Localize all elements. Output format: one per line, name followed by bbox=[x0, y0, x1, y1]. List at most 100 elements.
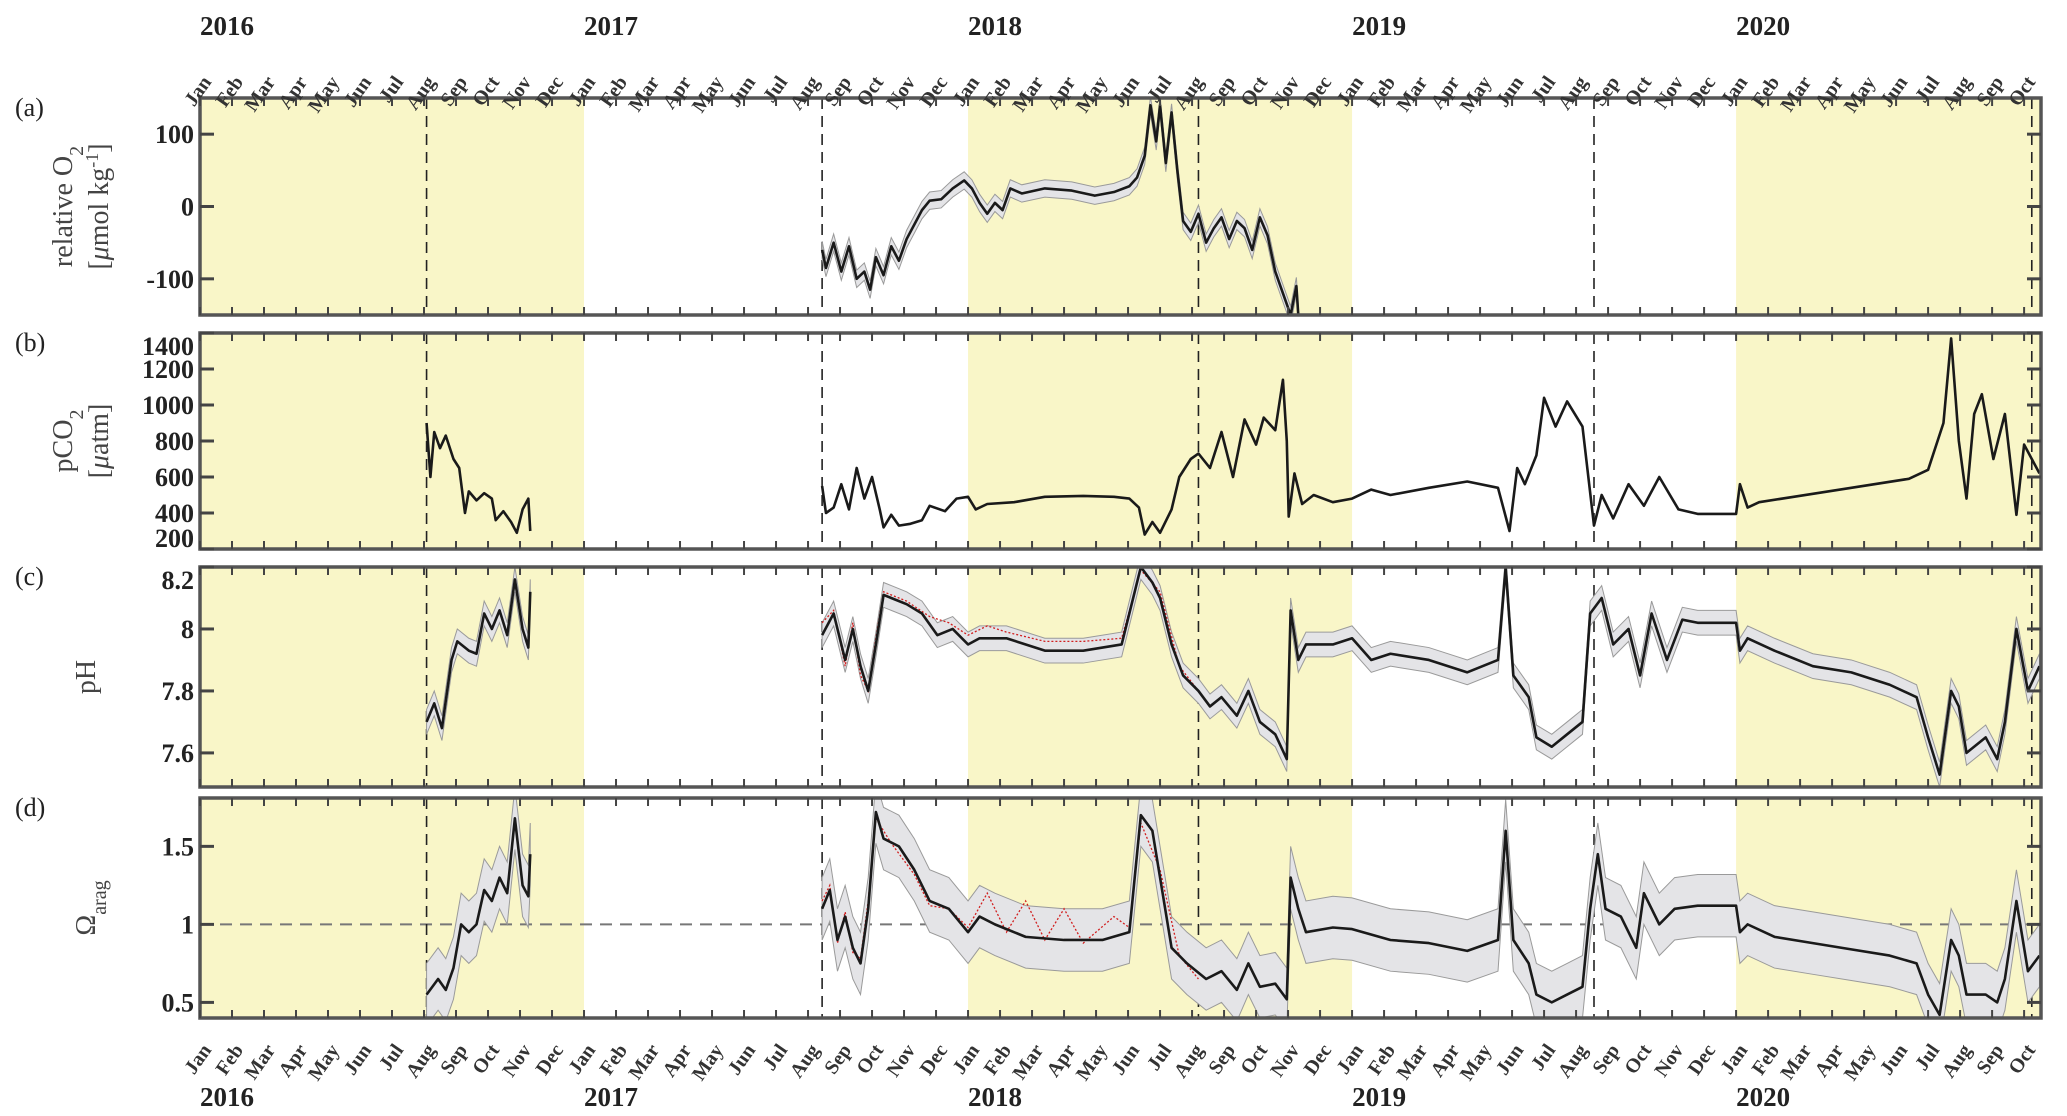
y-axis-label-part: pCO bbox=[48, 420, 79, 473]
y-tick-label: 8 bbox=[181, 615, 194, 644]
y-axis-label: relative O2 bbox=[48, 146, 88, 267]
y-tick-label: 600 bbox=[155, 463, 194, 492]
plot-area bbox=[425, 98, 2033, 315]
y-tick-label: 1 bbox=[181, 910, 194, 939]
series-line bbox=[425, 816, 532, 996]
month-label: Sep bbox=[1204, 1040, 1240, 1078]
month-label: Aug bbox=[1554, 1040, 1592, 1082]
panel-c: 7.6 7.8 8 8.2 (c) pH bbox=[15, 562, 2043, 789]
month-label: Mar bbox=[1392, 1040, 1432, 1084]
season-shade bbox=[1736, 333, 2041, 549]
month-label: Oct bbox=[852, 1040, 888, 1078]
year-label: 2020 bbox=[1736, 1082, 1790, 1112]
y-axis-label: Ωarag bbox=[71, 880, 111, 935]
y-tick-label: 7.8 bbox=[162, 677, 195, 706]
y-axis-label: pH bbox=[71, 660, 102, 694]
month-label: Nov bbox=[1650, 1040, 1688, 1081]
month-label: Aug bbox=[1170, 1040, 1208, 1082]
month-label: May bbox=[1840, 1040, 1880, 1084]
series-line bbox=[425, 578, 532, 730]
y-tick-label: 1000 bbox=[142, 391, 194, 420]
panel-label: (d) bbox=[15, 793, 45, 822]
month-label: Aug bbox=[786, 1040, 824, 1082]
x-axis-top: JanFebMarAprMayJunJulAugSepOctNovDecJanF… bbox=[180, 11, 2040, 117]
month-label: Jan bbox=[564, 1040, 600, 1078]
season-shade bbox=[200, 567, 585, 787]
series-line bbox=[820, 103, 1300, 315]
year-label: 2019 bbox=[1352, 11, 1406, 41]
month-label: Jan bbox=[948, 1040, 984, 1078]
y-tick-label: 0 bbox=[181, 193, 194, 222]
month-label: Oct bbox=[468, 1040, 504, 1078]
month-label: Aug bbox=[1938, 1040, 1976, 1082]
month-label: Mar bbox=[1777, 1040, 1817, 1084]
uncertainty-band bbox=[821, 98, 1299, 315]
month-label: May bbox=[304, 1040, 344, 1084]
y-axis-label: [μmol kg-1] bbox=[82, 143, 115, 269]
y-tick-label: 7.6 bbox=[162, 739, 195, 768]
month-label: Nov bbox=[1266, 1040, 1304, 1081]
month-label: Nov bbox=[498, 1040, 536, 1081]
y-tick-label: 800 bbox=[155, 427, 194, 456]
year-label: 2019 bbox=[1352, 1082, 1406, 1112]
y-axis-label-part: -1 bbox=[82, 153, 102, 168]
y-tick-label: 1400 bbox=[142, 332, 194, 361]
month-label: Jun bbox=[1876, 1040, 1913, 1079]
y-axis-label-part: [ bbox=[84, 469, 115, 478]
uncertainty-band bbox=[426, 798, 531, 1018]
month-label: Mar bbox=[624, 1040, 664, 1084]
month-label: Sep bbox=[820, 1040, 856, 1078]
year-label: 2018 bbox=[968, 1082, 1022, 1112]
y-tick-label: 100 bbox=[155, 120, 194, 149]
month-label: Mar bbox=[240, 1040, 280, 1084]
month-label: Jan bbox=[1332, 1040, 1368, 1078]
plot-area bbox=[200, 798, 2041, 1018]
y-tick-label: 400 bbox=[155, 499, 194, 528]
season-shade bbox=[1736, 98, 2041, 315]
season-shade bbox=[200, 98, 585, 315]
y-tick-label: 1.5 bbox=[162, 832, 195, 861]
month-label: Sep bbox=[436, 1040, 472, 1078]
series-line bbox=[820, 337, 2041, 536]
month-label: Oct bbox=[2004, 1040, 2040, 1078]
month-label: Jan bbox=[180, 1040, 216, 1078]
y-axis-label: [μatm] bbox=[84, 404, 115, 479]
y-tick-label: 200 bbox=[155, 524, 194, 553]
y-axis-label-part: μ bbox=[84, 455, 115, 470]
y-axis-label-part: 2 bbox=[66, 146, 88, 156]
year-label: 2018 bbox=[968, 11, 1022, 41]
year-label: 2016 bbox=[200, 1082, 254, 1112]
year-label: 2020 bbox=[1736, 11, 1790, 41]
y-axis-label-part: arag bbox=[89, 880, 111, 914]
x-axis-bottom: JanFebMarAprMayJunJulAugSepOctNovDecJanF… bbox=[180, 1040, 2040, 1112]
axes-frame bbox=[198, 796, 2043, 1020]
month-label: Sep bbox=[1972, 1040, 2008, 1078]
panel-label: (b) bbox=[15, 328, 45, 357]
panel-d: 0.5 1 1.5 (d) Ωarag bbox=[15, 793, 2043, 1020]
model-series-line bbox=[821, 816, 1199, 980]
season-shade bbox=[968, 98, 1353, 315]
month-label: Jun bbox=[1108, 1040, 1145, 1079]
panel-label: (c) bbox=[15, 562, 44, 591]
y-axis-label: pCO2 bbox=[48, 410, 88, 473]
month-label: Jan bbox=[1716, 1040, 1752, 1078]
y-axis-label-part: [ bbox=[84, 260, 115, 269]
y-axis-label-part: Ω bbox=[71, 915, 102, 936]
series-line bbox=[820, 567, 2041, 776]
y-axis-label-part: ] bbox=[84, 143, 115, 152]
month-label: Jun bbox=[724, 1040, 761, 1079]
axes-frame bbox=[198, 565, 2043, 789]
month-label: May bbox=[688, 1040, 728, 1084]
y-axis-label-part: μ bbox=[84, 246, 115, 261]
y-axis-label-part: pH bbox=[71, 660, 102, 694]
month-label: Mar bbox=[1008, 1040, 1048, 1084]
y-axis-label-part: relative O bbox=[48, 156, 79, 267]
y-axis-label-part: atm] bbox=[84, 404, 115, 455]
year-label: 2017 bbox=[584, 11, 638, 41]
y-tick-label: 0.5 bbox=[162, 988, 195, 1017]
y-tick-label: 1200 bbox=[142, 355, 194, 384]
month-label: Dec bbox=[1300, 1040, 1337, 1079]
season-shade bbox=[200, 333, 585, 549]
